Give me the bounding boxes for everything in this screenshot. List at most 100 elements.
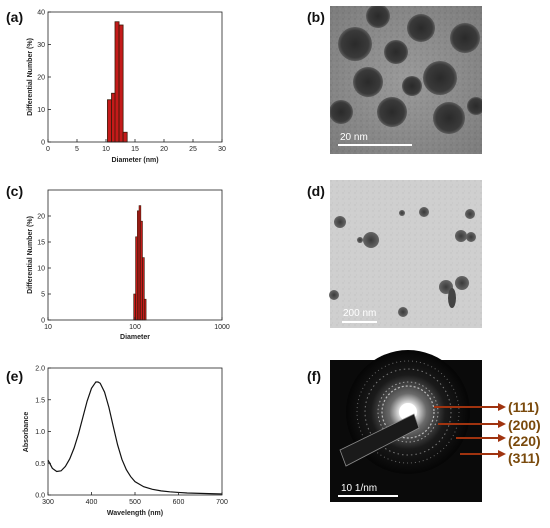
nanoparticle bbox=[353, 67, 383, 97]
y-tick-label: 0.5 bbox=[35, 461, 45, 468]
scale-label-d: 200 nm bbox=[343, 308, 376, 319]
x-tick-label: 700 bbox=[216, 499, 228, 506]
y-tick-label: 2.0 bbox=[35, 366, 45, 373]
chart-c-xlabel: Diameter bbox=[120, 334, 150, 341]
diffraction-ring-311 bbox=[356, 360, 460, 464]
saed-pattern-f: 10 1/nm bbox=[330, 350, 482, 502]
nanoparticle bbox=[357, 237, 363, 243]
nanoparticle bbox=[363, 232, 379, 248]
y-tick-label: 0 bbox=[41, 318, 45, 325]
x-tick-label: 100 bbox=[129, 324, 141, 331]
nanoparticle bbox=[377, 97, 407, 127]
chart-a: 0 5 10 15 20 25 30 0 10 20 30 40 Diameter (nm) Diff… bbox=[27, 10, 226, 165]
y-tick-label: 30 bbox=[37, 42, 45, 49]
histogram-bar bbox=[122, 131, 128, 143]
chart-e-series-line bbox=[47, 381, 223, 495]
y-tick-label: 10 bbox=[37, 107, 45, 114]
x-tick-label: 600 bbox=[173, 499, 185, 506]
scale-label-b: 20 nm bbox=[340, 132, 368, 143]
nanoparticle bbox=[448, 288, 456, 308]
tem-image-b: 20 nm bbox=[330, 6, 482, 154]
histogram-bar bbox=[140, 220, 143, 321]
nanoparticle bbox=[466, 232, 476, 242]
y-tick-label: 5 bbox=[41, 292, 45, 299]
y-tick-label: 15 bbox=[37, 240, 45, 247]
chart-e-xlabel: Wavelength (nm) bbox=[107, 510, 163, 517]
chart-a-ylabel: Differential Number (%) bbox=[27, 38, 34, 116]
x-tick-label: 15 bbox=[131, 146, 139, 153]
panel-label-e: (e) bbox=[6, 368, 23, 384]
beam-stop bbox=[339, 413, 420, 467]
nanoparticle bbox=[338, 27, 372, 61]
nanoparticle bbox=[398, 307, 408, 317]
hkl-label-200: (200) bbox=[508, 417, 541, 433]
hkl-label-311: (311) bbox=[508, 450, 540, 466]
chart-c-bars bbox=[133, 205, 147, 321]
nanoparticle bbox=[450, 23, 480, 53]
nanoparticle bbox=[423, 61, 457, 95]
histogram-bar bbox=[143, 298, 147, 321]
panel-label-b: (b) bbox=[307, 9, 325, 25]
chart-e-frame bbox=[47, 367, 223, 496]
x-tick-label: 20 bbox=[160, 146, 168, 153]
nanoparticle bbox=[455, 276, 469, 290]
chart-e: 300 400 500 600 700 0.0 0.5 1.0 1.5 2.0 Wavelengt… bbox=[23, 366, 228, 518]
y-tick-label: 20 bbox=[37, 75, 45, 82]
hkl-label-111: (111) bbox=[508, 399, 539, 415]
x-tick-label: 30 bbox=[218, 146, 226, 153]
nanoparticle bbox=[467, 97, 482, 115]
chart-c-ticks: 10 100 1000 0 5 10 15 20 bbox=[37, 214, 230, 332]
nanoparticle bbox=[407, 14, 435, 42]
nanoparticle bbox=[402, 76, 422, 96]
panel-label-c: (c) bbox=[6, 183, 23, 199]
diffraction-ring-220 bbox=[364, 368, 452, 456]
x-tick-label: 10 bbox=[102, 146, 110, 153]
diffraction-ring-111 bbox=[381, 385, 435, 439]
tem-image-d: 200 nm bbox=[329, 180, 482, 328]
histogram-bar bbox=[114, 21, 120, 143]
histogram-bar bbox=[118, 24, 124, 143]
x-tick-label: 10 bbox=[44, 324, 52, 331]
y-tick-label: 1.0 bbox=[35, 429, 45, 436]
nanoparticle bbox=[384, 40, 408, 64]
x-tick-label: 1000 bbox=[214, 324, 230, 331]
y-tick-label: 10 bbox=[37, 266, 45, 273]
nanoparticle bbox=[334, 216, 346, 228]
chart-e-ylabel: Absorbance bbox=[23, 412, 30, 453]
y-tick-label: 0.0 bbox=[35, 493, 45, 500]
nanoparticle bbox=[465, 209, 475, 219]
arrowhead-icon bbox=[498, 403, 506, 411]
x-tick-label: 5 bbox=[75, 146, 79, 153]
nanoparticle bbox=[366, 6, 390, 28]
nanoparticle bbox=[419, 207, 429, 217]
x-tick-label: 0 bbox=[46, 146, 50, 153]
hkl-label-220: (220) bbox=[508, 433, 541, 449]
chart-c: 10 100 1000 0 5 10 15 20 Diameter Differential … bbox=[27, 189, 230, 341]
arrowhead-icon bbox=[498, 450, 506, 458]
x-tick-label: 300 bbox=[42, 499, 54, 506]
y-tick-label: 20 bbox=[37, 214, 45, 221]
nanoparticle bbox=[330, 100, 353, 124]
x-tick-label: 400 bbox=[86, 499, 98, 506]
chart-e-ticks: 300 400 500 600 700 0.0 0.5 1.0 1.5 2.0 bbox=[35, 366, 228, 507]
y-tick-label: 0 bbox=[41, 140, 45, 147]
panel-label-f: (f) bbox=[307, 368, 321, 384]
y-tick-label: 1.5 bbox=[35, 397, 45, 404]
chart-a-ticks: 0 5 10 15 20 25 30 0 10 20 30 40 bbox=[37, 10, 226, 154]
arrowhead-icon bbox=[498, 434, 506, 442]
x-tick-label: 500 bbox=[129, 499, 141, 506]
chart-a-frame bbox=[47, 11, 223, 143]
chart-a-bars bbox=[107, 21, 128, 143]
nanoparticle bbox=[329, 290, 339, 300]
nanoparticle bbox=[399, 210, 405, 216]
histogram-bar bbox=[107, 99, 112, 143]
y-tick-label: 40 bbox=[37, 10, 45, 17]
arrowhead-icon bbox=[498, 420, 506, 428]
nanoparticle bbox=[455, 230, 467, 242]
scale-label-f: 10 1/nm bbox=[341, 483, 377, 494]
chart-a-xlabel: Diameter (nm) bbox=[111, 157, 158, 164]
chart-c-ylabel: Differential Number (%) bbox=[27, 216, 34, 294]
hkl-annotations: (111) (200) (220) (311) bbox=[434, 399, 541, 466]
histogram-bar bbox=[133, 293, 136, 321]
